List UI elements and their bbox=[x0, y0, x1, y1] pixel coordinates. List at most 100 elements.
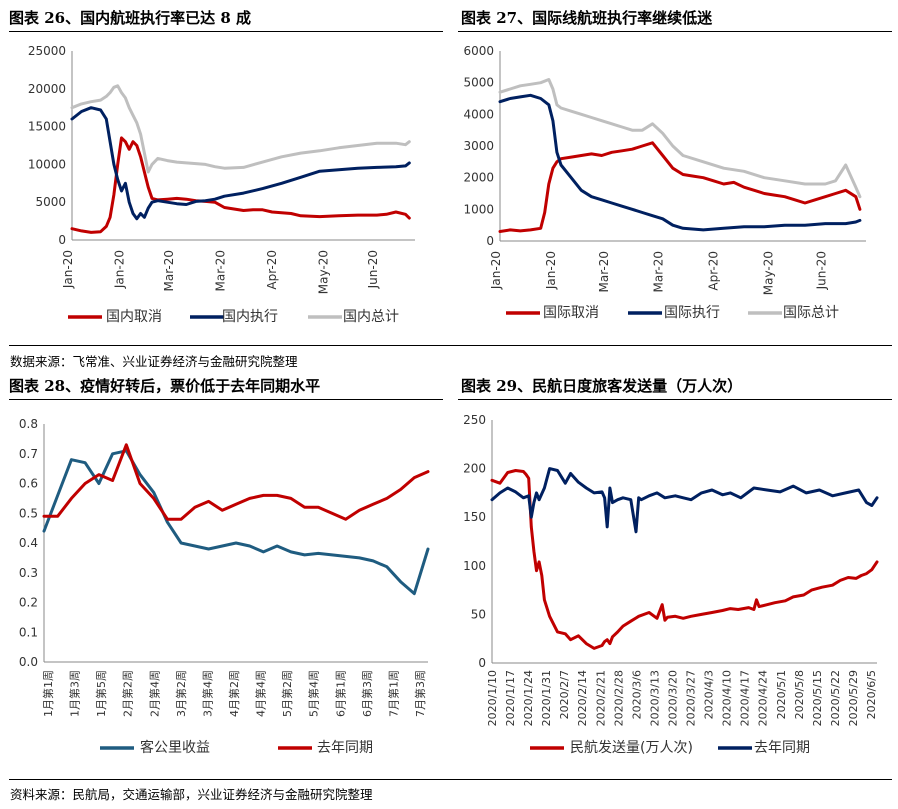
y-tick-label: 3000 bbox=[463, 139, 494, 153]
y-tick-label: 0.1 bbox=[19, 625, 38, 639]
y-tick-label: 0 bbox=[478, 656, 486, 670]
x-tick-label: Apr-20 bbox=[265, 250, 279, 290]
legend-label: 客公里收益 bbox=[140, 739, 210, 756]
legend-label: 去年同期 bbox=[754, 740, 810, 756]
x-tick-label: Jan-20 bbox=[61, 250, 75, 289]
y-tick-label: 0.8 bbox=[19, 417, 38, 431]
y-tick-label: 0.4 bbox=[19, 536, 38, 550]
series-line-1 bbox=[42, 443, 430, 521]
section-divider-top bbox=[9, 345, 892, 346]
series-line-1 bbox=[498, 93, 862, 232]
y-tick-label: 2000 bbox=[463, 171, 494, 185]
x-tick-label: 3月第4周 bbox=[200, 670, 214, 717]
section-divider-bottom bbox=[9, 779, 892, 780]
legend-label: 国际执行 bbox=[664, 305, 720, 321]
series-line-0 bbox=[42, 449, 430, 596]
x-tick-label: 5月第4周 bbox=[307, 670, 321, 717]
x-tick-label: 2020/2/14 bbox=[576, 670, 589, 726]
x-tick-label: Jan-20 bbox=[544, 251, 558, 290]
legend-label: 国内执行 bbox=[222, 309, 278, 325]
x-tick-label: 2020/3/6 bbox=[630, 670, 643, 719]
y-tick-label: 5000 bbox=[35, 195, 66, 209]
x-tick-label: 2020/5/22 bbox=[829, 670, 842, 726]
x-tick-label: 2020/4/3 bbox=[703, 670, 716, 719]
panel-title-28: 图表 28、疫情好转后，票价低于去年同期水平 bbox=[9, 377, 321, 395]
x-tick-label: 3月第2周 bbox=[174, 670, 188, 717]
x-tick-label: 5月第2周 bbox=[280, 670, 294, 717]
y-tick-label: 10000 bbox=[28, 157, 66, 171]
y-tick-label: 0.3 bbox=[19, 566, 38, 580]
x-tick-label: 6月第1周 bbox=[333, 670, 347, 717]
data-source-top: 数据来源：飞常准、兴业证券经济与金融研究院整理 bbox=[10, 354, 298, 369]
chart-2 bbox=[42, 424, 430, 750]
series-line-0 bbox=[498, 141, 862, 233]
x-tick-label: 2020/4/24 bbox=[757, 670, 770, 726]
x-tick-label: 4月第2周 bbox=[227, 670, 241, 717]
y-tick-label: 100 bbox=[463, 559, 486, 573]
x-tick-label: 7月第3周 bbox=[413, 670, 427, 717]
x-tick-label: 2020/6/5 bbox=[865, 670, 878, 719]
y-tick-label: 4000 bbox=[463, 107, 494, 121]
series-line-2 bbox=[70, 84, 411, 174]
title-underline-29 bbox=[458, 399, 892, 400]
x-tick-label: May-20 bbox=[316, 250, 330, 294]
x-tick-label: 2020/5/29 bbox=[847, 670, 860, 726]
x-tick-label: 2月第2周 bbox=[121, 670, 135, 717]
y-tick-label: 20000 bbox=[28, 82, 66, 96]
y-tick-label: 0.6 bbox=[19, 477, 38, 491]
series-line-1 bbox=[490, 467, 879, 534]
x-tick-label: 2020/3/20 bbox=[666, 670, 679, 726]
x-tick-label: Mar-20 bbox=[597, 251, 611, 292]
y-tick-label: 0 bbox=[58, 233, 66, 247]
x-tick-label: 4月第4周 bbox=[254, 670, 268, 717]
x-tick-label: 2020/1/31 bbox=[540, 670, 553, 726]
x-tick-label: 2020/2/28 bbox=[612, 670, 625, 726]
x-tick-label: 2020/5/1 bbox=[775, 670, 788, 719]
x-tick-label: 2月第4周 bbox=[147, 670, 161, 717]
legend-label: 国际取消 bbox=[543, 305, 599, 321]
panel-title-29: 图表 29、民航日度旅客发送量（万人次） bbox=[461, 377, 743, 395]
x-tick-label: 7月第1周 bbox=[386, 670, 400, 717]
x-tick-label: 2020/1/17 bbox=[504, 670, 517, 726]
legend-label: 国内取消 bbox=[106, 309, 162, 325]
panel-title-26: 图表 26、国内航班执行率已达 8 成 bbox=[9, 9, 251, 27]
x-tick-label: Mar-20 bbox=[162, 250, 176, 291]
y-tick-label: 200 bbox=[463, 462, 486, 476]
x-tick-label: Mar-20 bbox=[652, 251, 666, 292]
y-tick-label: 0 bbox=[486, 234, 494, 248]
data-source-bottom: 资料来源：民航局，交通运输部，兴业证券经济与金融研究院整理 bbox=[10, 787, 373, 802]
x-tick-label: Jan-20 bbox=[489, 251, 503, 290]
x-tick-label: 2020/3/13 bbox=[648, 670, 661, 726]
x-tick-label: 1月第3周 bbox=[68, 670, 82, 717]
x-tick-label: 1月第1周 bbox=[41, 670, 55, 717]
x-tick-label: Mar-20 bbox=[213, 250, 227, 291]
title-underline-28 bbox=[9, 399, 443, 400]
legend-label: 去年同期 bbox=[317, 740, 373, 756]
series-line-0 bbox=[490, 469, 879, 650]
x-tick-label: 2020/1/24 bbox=[522, 670, 535, 726]
title-underline-26 bbox=[9, 31, 443, 32]
x-tick-label: 6月第3周 bbox=[360, 670, 374, 717]
x-tick-label: Jun-20 bbox=[814, 251, 828, 290]
x-tick-label: Apr-20 bbox=[707, 251, 721, 291]
x-tick-label: 2020/1/10 bbox=[486, 670, 499, 726]
y-tick-label: 250 bbox=[463, 413, 486, 427]
y-tick-label: 0.2 bbox=[19, 596, 38, 610]
y-tick-label: 25000 bbox=[28, 44, 66, 58]
x-tick-label: 2020/5/8 bbox=[793, 670, 806, 719]
chart-0 bbox=[68, 51, 415, 319]
y-tick-label: 15000 bbox=[28, 120, 66, 134]
chart-1 bbox=[498, 51, 866, 315]
x-tick-label: 2020/3/27 bbox=[685, 670, 698, 726]
series-line-1 bbox=[70, 106, 411, 221]
title-underline-27 bbox=[458, 31, 892, 32]
y-tick-label: 6000 bbox=[463, 44, 494, 58]
x-tick-label: Jun-20 bbox=[366, 250, 380, 289]
series-line-2 bbox=[498, 78, 862, 199]
y-tick-label: 0.0 bbox=[19, 655, 38, 669]
y-tick-label: 0.5 bbox=[19, 506, 38, 520]
x-tick-label: 2020/5/15 bbox=[811, 670, 824, 726]
x-tick-label: 2020/2/7 bbox=[558, 670, 571, 719]
x-tick-label: 1月第5周 bbox=[94, 670, 108, 717]
